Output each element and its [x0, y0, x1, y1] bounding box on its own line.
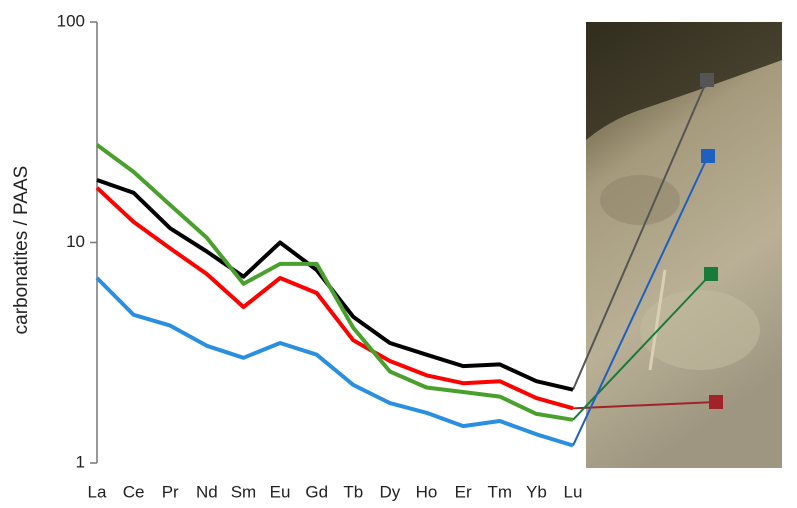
- x-tick-label: Lu: [564, 482, 583, 501]
- x-tick-label: Eu: [270, 482, 291, 501]
- series-line: [95, 276, 574, 448]
- series-line: [96, 178, 574, 392]
- series-line: [95, 143, 574, 422]
- x-tick-label: Dy: [380, 482, 401, 501]
- y-axis-label: carbonatites / PAAS: [11, 166, 32, 335]
- x-tick-label: Ho: [416, 482, 438, 501]
- connector: [572, 155, 709, 446]
- sample-marker: [704, 267, 718, 281]
- connector: [572, 401, 717, 410]
- x-tick-label: Tb: [343, 482, 363, 501]
- sample-marker: [701, 149, 715, 163]
- x-tick-label: Pr: [162, 482, 179, 501]
- sample-marker: [709, 395, 723, 409]
- x-tick-label: Sm: [231, 482, 257, 501]
- outcrop-photo: [586, 22, 782, 468]
- connector: [572, 79, 708, 391]
- y-tick-label: 10: [66, 232, 85, 251]
- sample-marker: [700, 73, 714, 87]
- x-tick-label: Tm: [487, 482, 512, 501]
- x-tick-label: La: [88, 482, 107, 501]
- x-tick-label: Yb: [526, 482, 547, 501]
- y-tick-label: 1: [76, 452, 85, 471]
- x-tick-label: Er: [455, 482, 472, 501]
- x-tick-label: Ce: [123, 482, 145, 501]
- y-tick-label: 100: [57, 11, 85, 30]
- x-tick-label: Gd: [305, 482, 328, 501]
- series-line: [95, 186, 574, 411]
- x-tick-label: Nd: [196, 482, 218, 501]
